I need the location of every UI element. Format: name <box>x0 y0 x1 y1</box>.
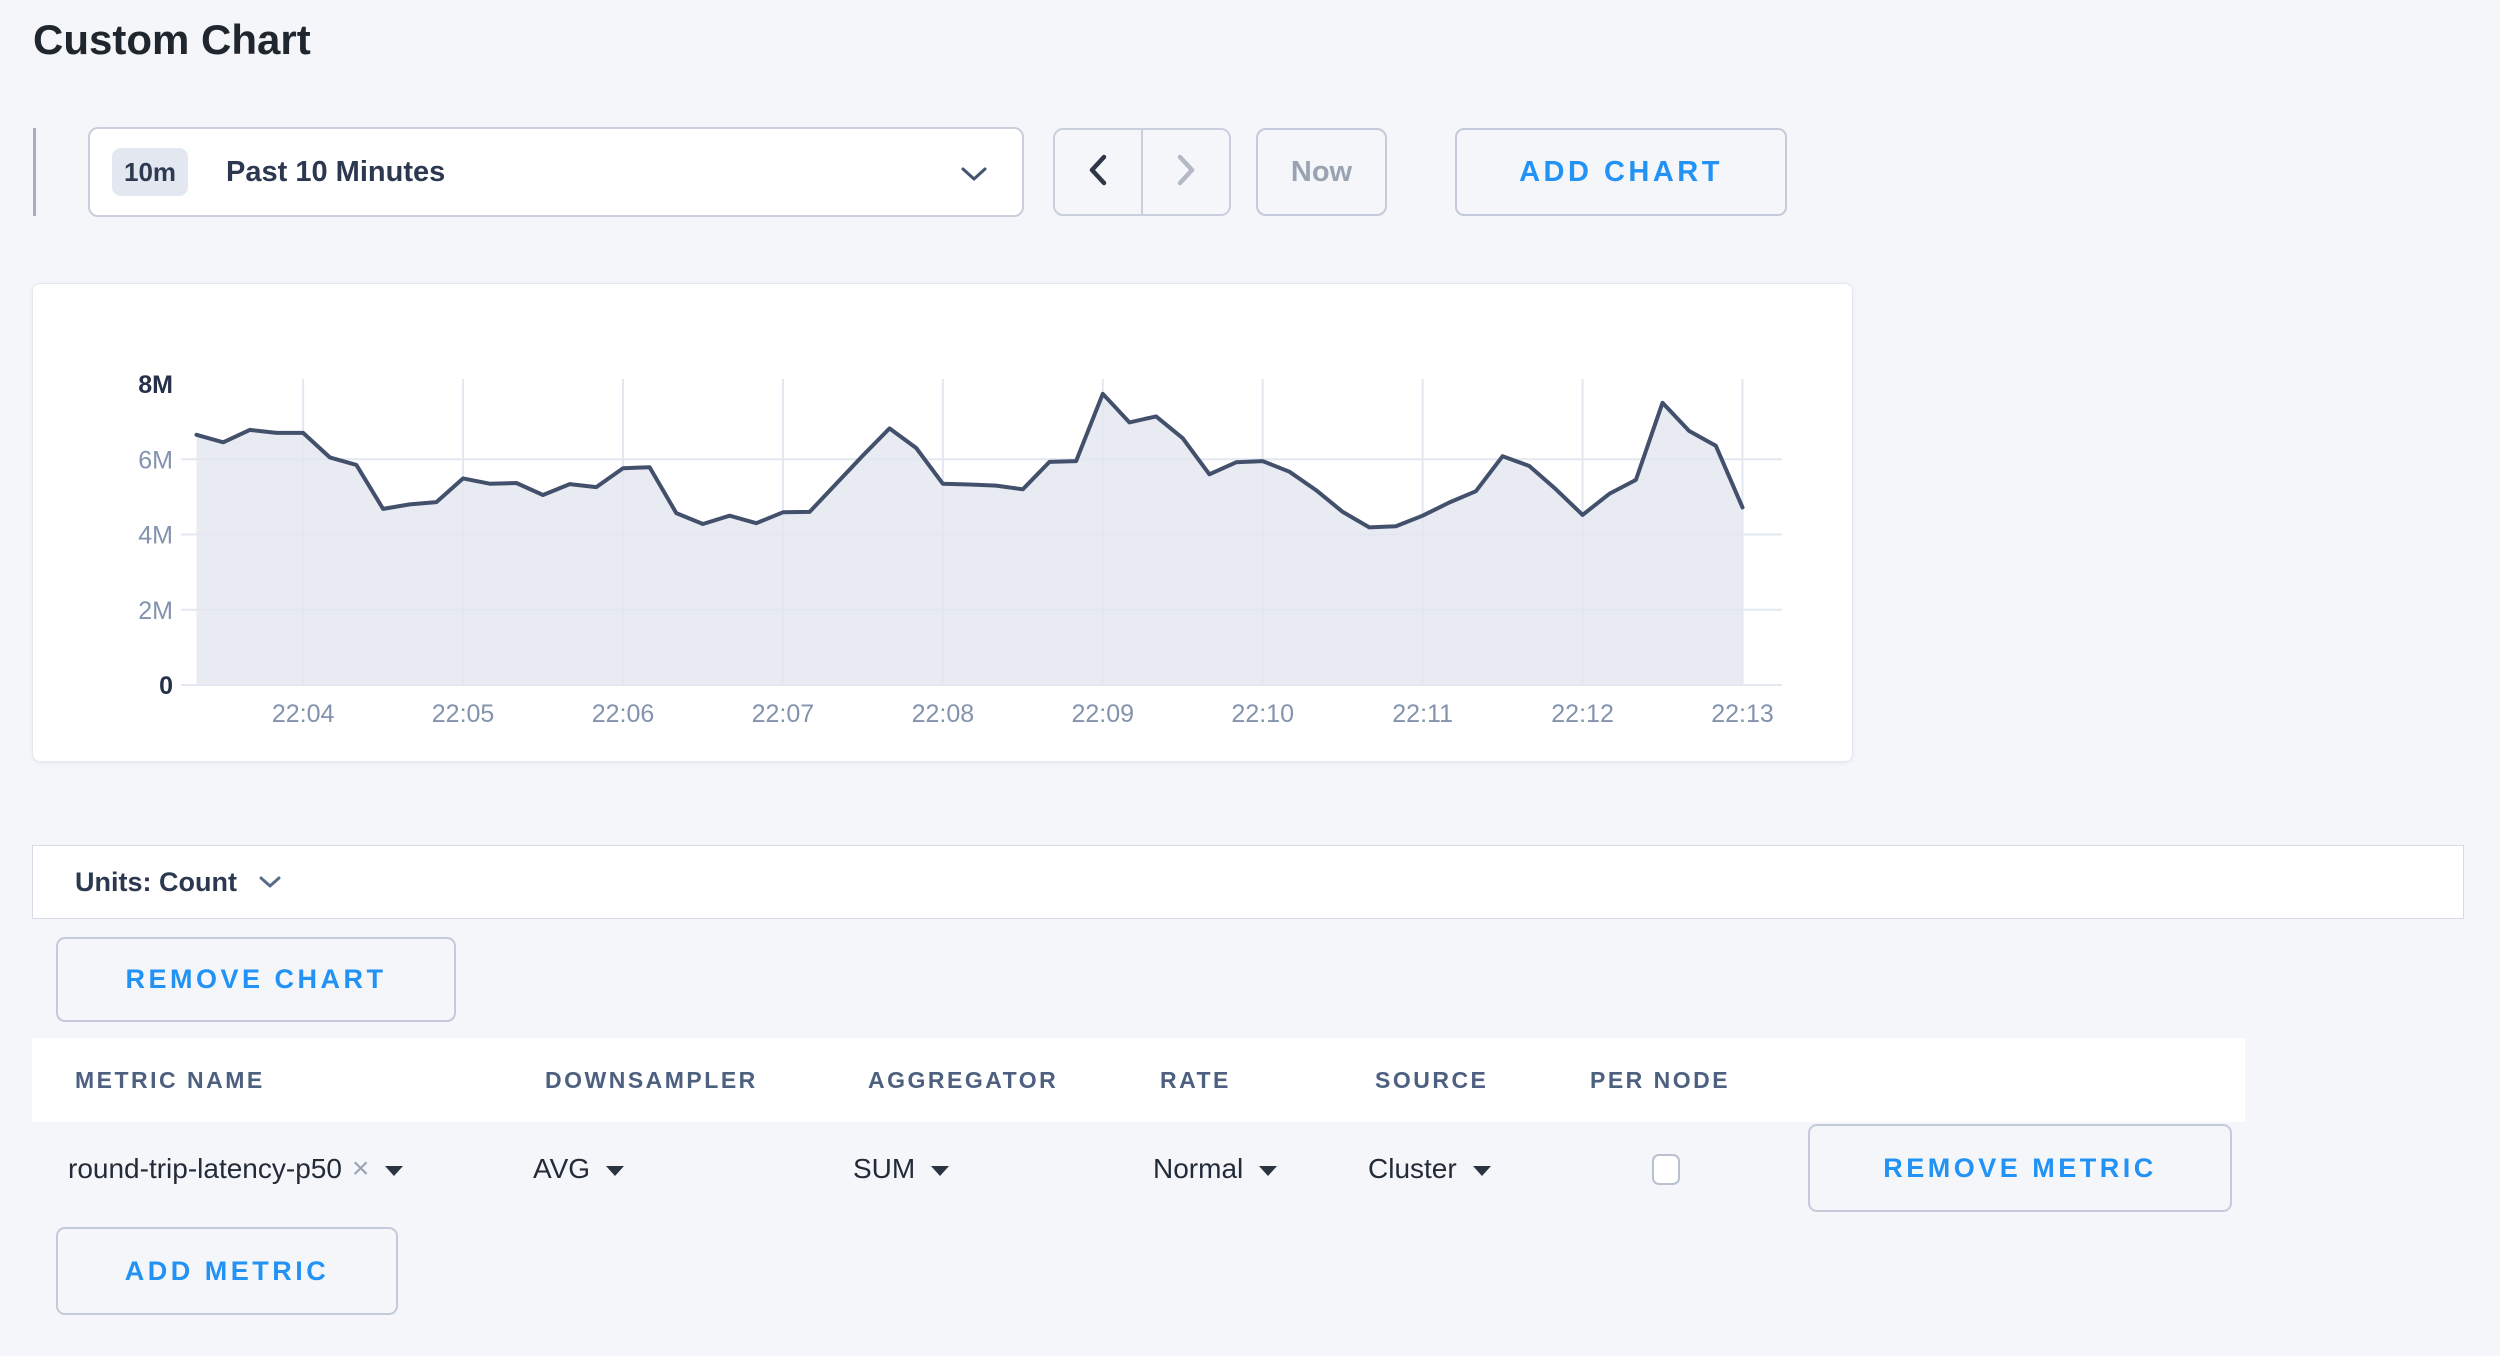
metric-name-value: round-trip-latency-p50 <box>68 1153 342 1184</box>
chart-line <box>194 391 1745 530</box>
source-select[interactable]: Cluster <box>1368 1122 1491 1216</box>
time-window-label: Past 10 Minutes <box>226 155 446 188</box>
time-window-select[interactable]: 10m Past 10 Minutes <box>88 127 1024 217</box>
units-select[interactable]: Units: Count <box>32 845 2464 919</box>
time-step-buttons <box>1053 128 1231 216</box>
chevron-right-icon <box>1174 153 1198 192</box>
chevron-left-icon <box>1086 153 1110 192</box>
x-tick-label: 22:09 <box>1071 700 1134 728</box>
step-back-button[interactable] <box>1055 130 1141 214</box>
step-forward-button[interactable] <box>1141 130 1229 214</box>
y-tick-label: 2M <box>138 597 173 625</box>
per-node-checkbox[interactable] <box>1652 1153 1680 1185</box>
caret-down-icon <box>1472 1166 1491 1176</box>
time-window-badge: 10m <box>112 148 189 196</box>
y-tick-label: 4M <box>138 522 173 550</box>
chevron-down-icon <box>259 875 281 894</box>
x-tick-label: 22:06 <box>592 700 655 728</box>
caret-down-icon <box>385 1166 404 1176</box>
x-tick-label: 22:04 <box>272 700 335 728</box>
add-metric-button[interactable]: ADD METRIC <box>56 1227 398 1315</box>
y-tick-label: 0 <box>159 672 173 700</box>
x-tick-label: 22:07 <box>752 700 815 728</box>
per-node-cell <box>1652 1122 1680 1216</box>
x-tick-label: 22:13 <box>1711 700 1774 728</box>
aggregator-select[interactable]: SUM <box>853 1122 950 1216</box>
column-header-source: SOURCE <box>1375 1066 1489 1093</box>
column-header-downsampler: DOWNSAMPLER <box>545 1066 758 1093</box>
chevron-down-icon <box>960 165 988 188</box>
metrics-table-header: METRIC NAME DOWNSAMPLER AGGREGATOR RATE … <box>32 1038 2245 1122</box>
remove-tag-icon[interactable]: × <box>351 1152 370 1185</box>
chart-card: 0 2M 4M 6M 8M 22:04 22:05 22:06 22:07 22:08 22:09 2… <box>32 283 1853 762</box>
now-button[interactable]: Now <box>1256 128 1387 216</box>
column-header-metric-name: METRIC NAME <box>75 1066 265 1093</box>
column-header-aggregator: AGGREGATOR <box>868 1066 1059 1093</box>
metric-name-select[interactable]: round-trip-latency-p50 × <box>68 1122 404 1216</box>
units-label: Units: Count <box>75 866 237 897</box>
x-tick-label: 22:10 <box>1231 700 1294 728</box>
caret-down-icon <box>606 1166 625 1176</box>
remove-metric-button[interactable]: REMOVE METRIC <box>1808 1124 2232 1212</box>
remove-chart-button[interactable]: REMOVE CHART <box>56 937 456 1022</box>
aggregator-value: SUM <box>853 1153 916 1184</box>
toolbar-left-divider <box>33 128 36 216</box>
x-tick-label: 22:11 <box>1392 700 1453 728</box>
timeseries-chart: 0 2M 4M 6M 8M 22:04 22:05 22:06 22:07 22:08 22:09 2… <box>138 371 1782 728</box>
page-title: Custom Chart <box>33 16 311 63</box>
table-row: round-trip-latency-p50 × AVG SUM Normal … <box>32 1122 2245 1216</box>
column-header-rate: RATE <box>1160 1066 1231 1093</box>
downsampler-value: AVG <box>533 1153 591 1184</box>
add-chart-button[interactable]: ADD CHART <box>1455 128 1787 216</box>
rate-value: Normal <box>1153 1153 1244 1184</box>
x-tick-label: 22:12 <box>1551 700 1614 728</box>
source-value: Cluster <box>1368 1153 1457 1184</box>
downsampler-select[interactable]: AVG <box>533 1122 625 1216</box>
rate-select[interactable]: Normal <box>1153 1122 1278 1216</box>
column-header-per-node: PER NODE <box>1590 1066 1731 1093</box>
caret-down-icon <box>1259 1166 1278 1176</box>
caret-down-icon <box>931 1166 950 1176</box>
x-tick-label: 22:05 <box>432 700 495 728</box>
chart-area-fill <box>196 393 1743 685</box>
x-tick-label: 22:08 <box>912 700 975 728</box>
y-tick-label: 8M <box>138 371 173 399</box>
y-tick-label: 6M <box>138 446 173 474</box>
